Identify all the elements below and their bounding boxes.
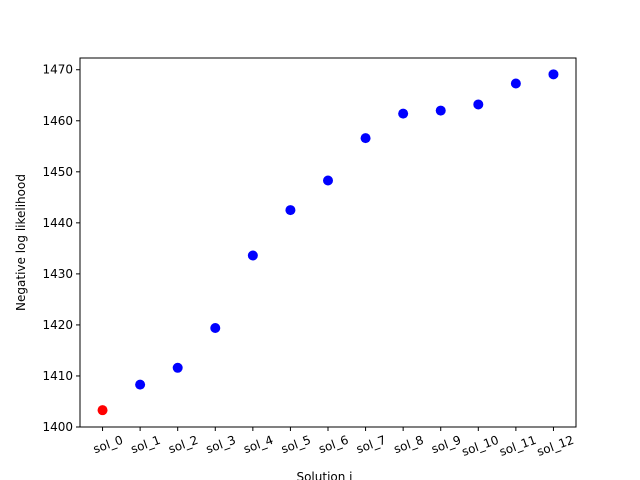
y-tick-label: 1430 xyxy=(42,267,73,281)
data-point xyxy=(360,133,371,144)
y-tick-label: 1410 xyxy=(42,369,73,383)
plot-background xyxy=(80,58,576,427)
x-tick-label: sol_3 xyxy=(204,433,238,457)
y-axis-label: Negative log likelihood xyxy=(14,174,28,311)
data-point xyxy=(510,78,521,89)
x-axis-label: Solution i xyxy=(296,470,352,480)
x-tick-label: sol_10 xyxy=(460,433,501,459)
x-axis-ticks: sol_0 sol_1 sol_2 sol_3 sol_4 sol_5 sol_6 sol_7… xyxy=(91,427,576,459)
x-tick-label: sol_1 xyxy=(129,433,163,457)
data-point xyxy=(285,205,296,216)
data-point xyxy=(548,69,559,80)
x-tick-label: sol_12 xyxy=(535,433,576,459)
y-tick-label: 1440 xyxy=(42,216,73,230)
data-point xyxy=(323,175,333,186)
plot-frame xyxy=(79,57,577,428)
y-tick-label: 1400 xyxy=(42,420,73,434)
x-tick-label: sol_0 xyxy=(91,433,125,457)
data-points xyxy=(97,69,559,416)
data-point xyxy=(210,322,221,333)
data-point xyxy=(398,108,409,119)
data-point xyxy=(135,379,146,390)
y-tick-label: 1450 xyxy=(42,165,73,179)
data-point xyxy=(435,105,446,116)
x-tick-label: sol_9 xyxy=(429,433,463,457)
x-tick-label: sol_11 xyxy=(497,433,538,459)
x-tick-label: sol_7 xyxy=(354,433,388,457)
x-tick-label: sol_2 xyxy=(166,433,200,457)
data-point xyxy=(473,99,484,110)
data-point xyxy=(97,405,108,416)
y-tick-label: 1420 xyxy=(42,318,73,332)
data-point xyxy=(172,362,183,373)
y-tick-label: 1460 xyxy=(42,114,73,128)
x-tick-label: sol_6 xyxy=(317,433,351,457)
y-axis-ticks: 1400 1410 1420 1430 1440 1450 1460 1470 xyxy=(42,63,80,434)
x-tick-label: sol_4 xyxy=(242,433,276,457)
data-point xyxy=(247,250,258,261)
y-tick-label: 1470 xyxy=(42,63,73,77)
x-tick-label: sol_8 xyxy=(392,433,426,457)
x-tick-label: sol_5 xyxy=(279,433,313,457)
